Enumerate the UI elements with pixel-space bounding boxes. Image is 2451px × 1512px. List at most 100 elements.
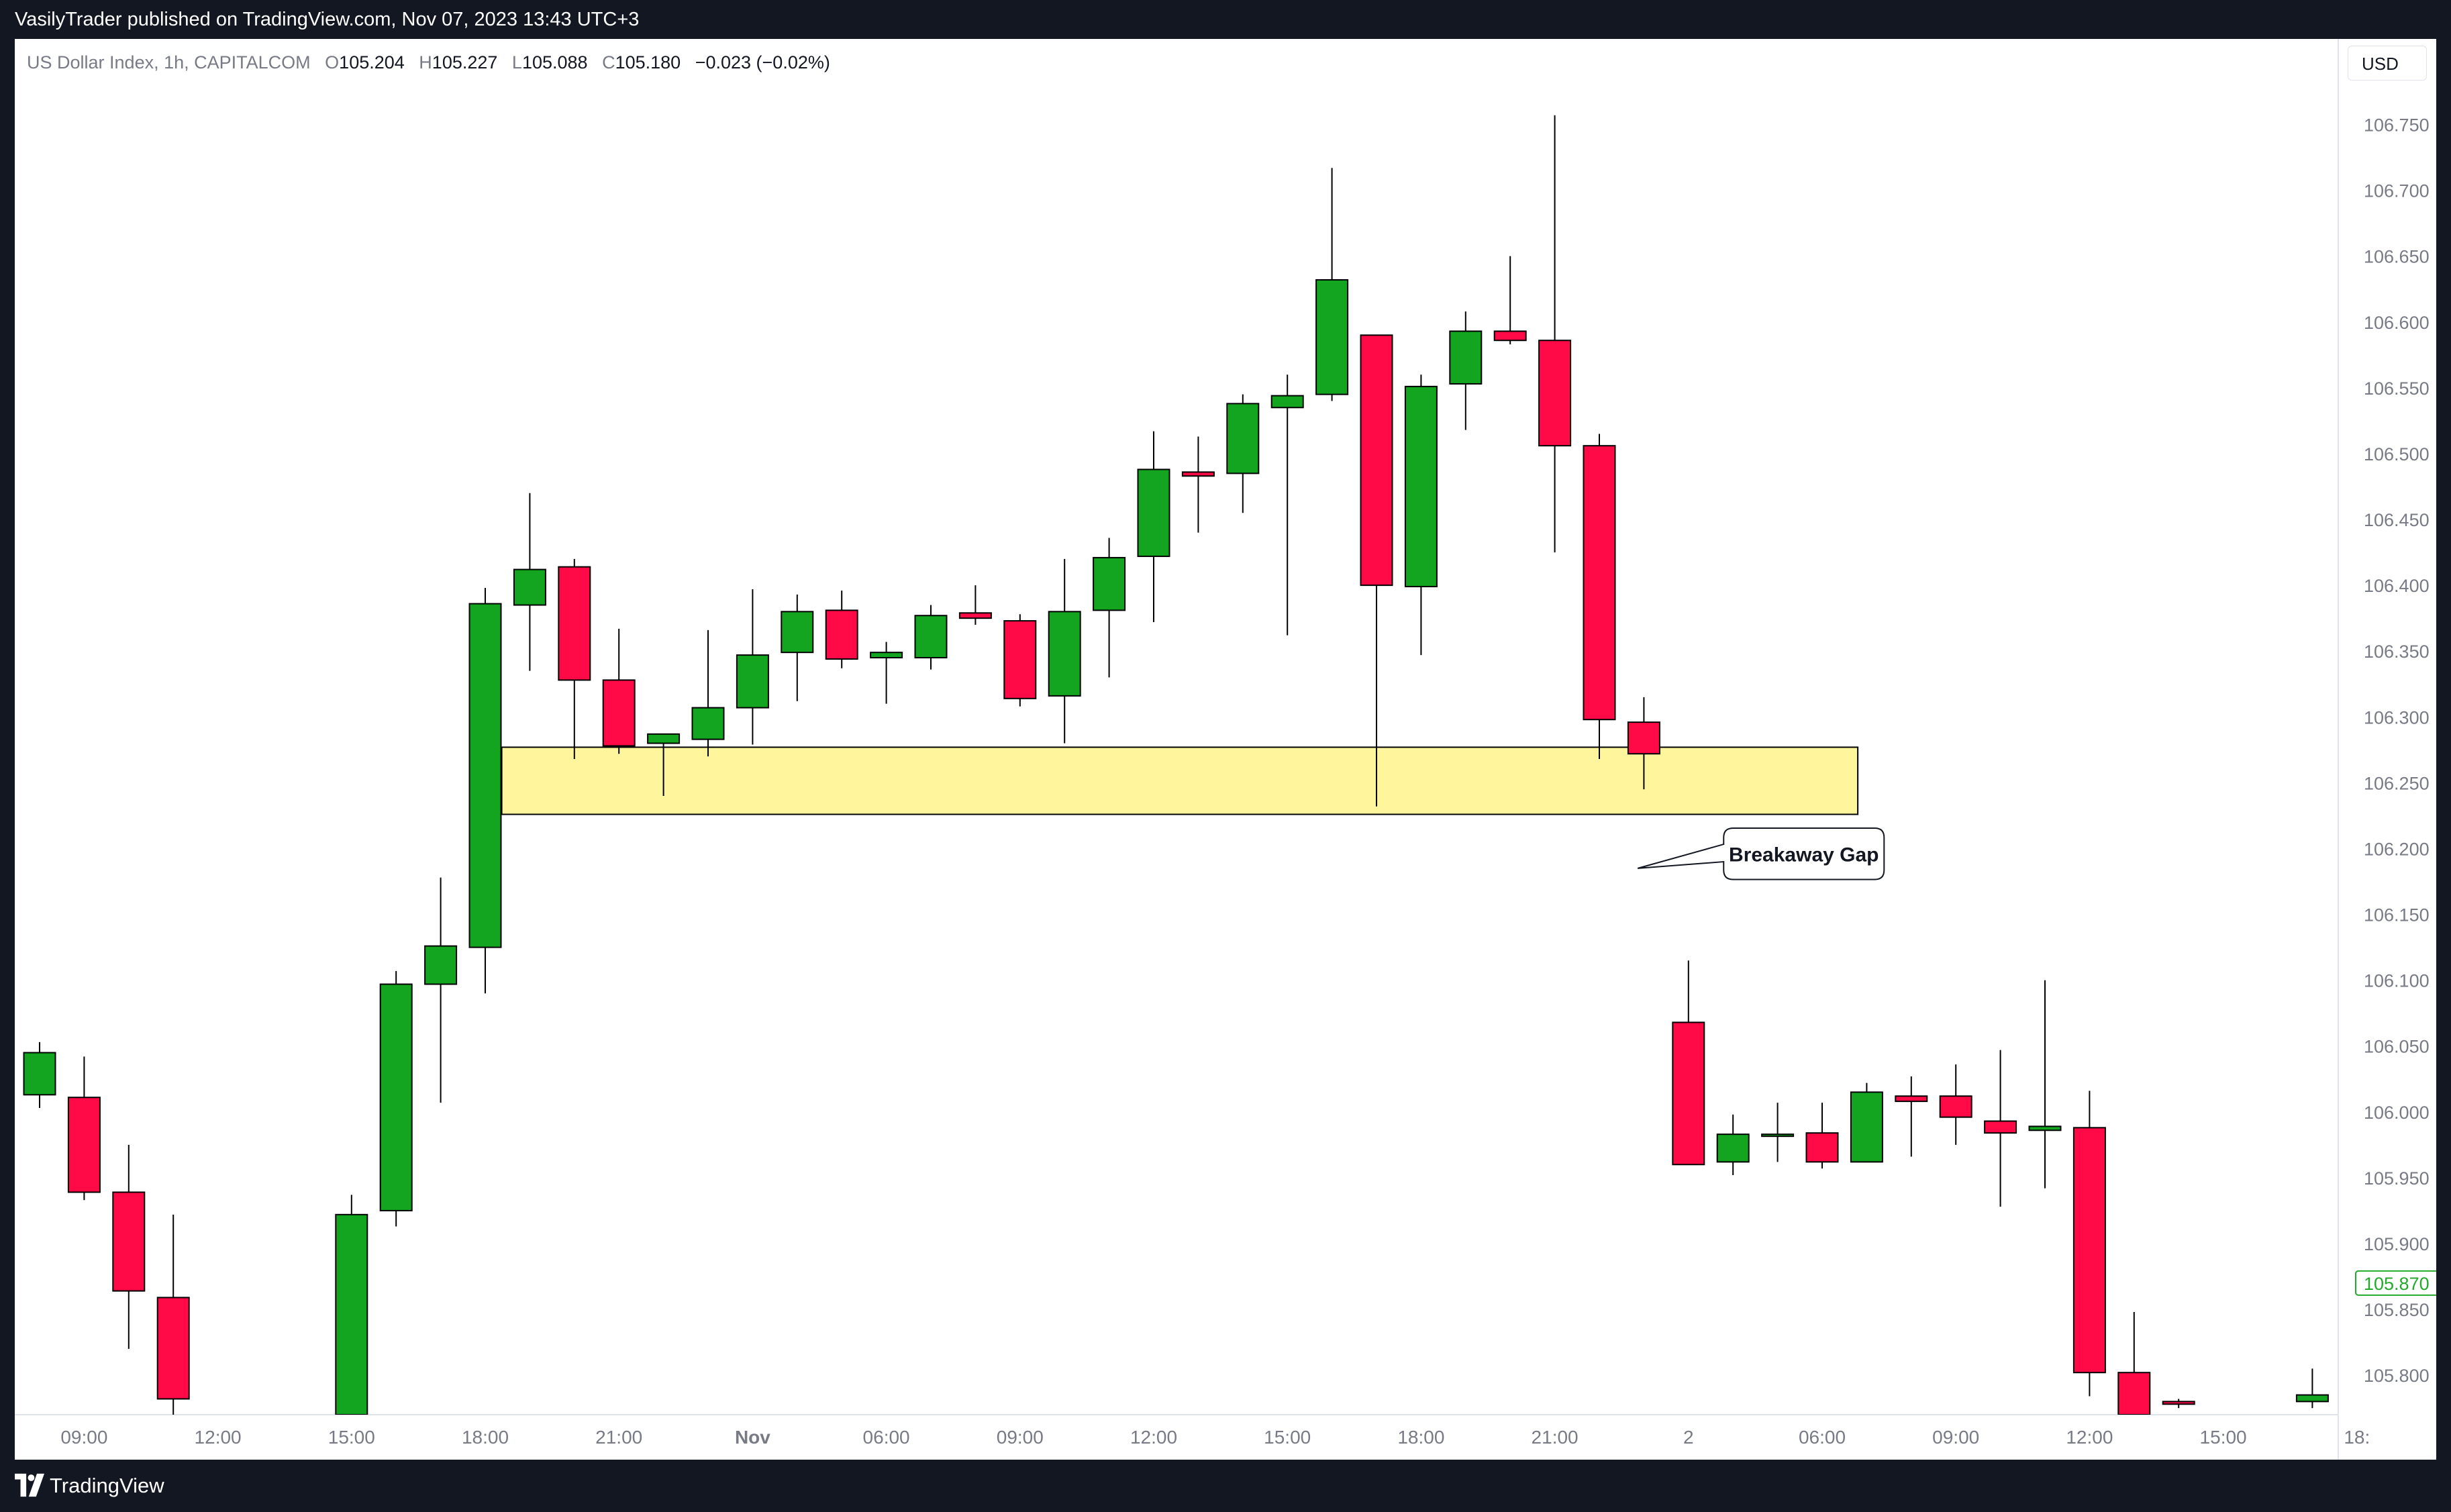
time-tick-label: 2 [1683, 1427, 1694, 1448]
candle-body[interactable] [1137, 468, 1170, 557]
time-tick-label: 15:00 [1264, 1427, 1311, 1448]
candle-body[interactable] [112, 1191, 146, 1292]
legend-low-value: 105.088 [521, 52, 588, 72]
breakaway-gap-callout[interactable] [1637, 827, 1885, 880]
candle-body[interactable] [1226, 403, 1260, 474]
candle-body[interactable] [1805, 1132, 1839, 1163]
legend-high-key: H [419, 52, 432, 72]
candle-body[interactable] [1360, 334, 1393, 587]
time-tick-label: 06:00 [1799, 1427, 1846, 1448]
legend-open-key: O [325, 52, 340, 72]
candle-body[interactable] [468, 603, 502, 948]
time-tick-label: 09:00 [1932, 1427, 1979, 1448]
time-tick-label: 18: [2344, 1427, 2370, 1448]
breakaway-gap-label: Breakaway Gap [1729, 844, 1879, 866]
candle-body[interactable] [156, 1297, 190, 1400]
legend-low-key: L [511, 52, 522, 72]
candle-body[interactable] [1850, 1091, 1883, 1163]
candle-body[interactable] [602, 679, 636, 747]
candle-body[interactable] [1716, 1133, 1750, 1163]
published-header: VasilyTrader published on TradingView.co… [0, 0, 2451, 39]
candle-body[interactable] [424, 945, 458, 985]
price-tick-label: 106.550 [2364, 379, 2430, 399]
legend-change-value: −0.023 (−0.02%) [695, 52, 830, 72]
legend-close-key: C [602, 52, 615, 72]
candle-body[interactable] [736, 654, 769, 709]
time-tick-label: 09:00 [997, 1427, 1044, 1448]
price-tick-label: 106.600 [2364, 313, 2430, 333]
candle-body[interactable] [1672, 1021, 1705, 1166]
price-tick-label: 106.250 [2364, 773, 2430, 793]
plot-area[interactable]: Breakaway Gap [23, 115, 2373, 1415]
candle-body[interactable] [67, 1097, 101, 1193]
candle-body[interactable] [825, 609, 858, 660]
price-tick-label: 106.150 [2364, 905, 2430, 925]
symbol-legend: US Dollar Index, 1h, CAPITALCOM O105.204… [27, 52, 830, 73]
candle-body[interactable] [1093, 556, 1126, 611]
candle-body[interactable] [1895, 1095, 1928, 1103]
price-tick-label: 105.950 [2364, 1168, 2430, 1189]
tradingview-logo-icon [15, 1473, 44, 1497]
candle-body[interactable] [1003, 620, 1037, 699]
candle-body[interactable] [1984, 1120, 2017, 1134]
currency-button[interactable]: USD [2348, 46, 2427, 81]
price-tick-label: 105.800 [2364, 1366, 2430, 1386]
time-tick-label: 21:00 [1532, 1427, 1579, 1448]
candle-body[interactable] [1048, 611, 1081, 697]
time-tick-label: 12:00 [195, 1427, 242, 1448]
candle-body[interactable] [513, 568, 546, 606]
time-tick-label: 21:00 [595, 1427, 642, 1448]
price-tick-label: 106.400 [2364, 576, 2430, 596]
price-tick-label: 105.900 [2364, 1234, 2430, 1254]
support-zone-rectangle[interactable] [501, 746, 1859, 815]
candle-body[interactable] [1270, 395, 1304, 409]
price-tick-label: 106.200 [2364, 839, 2430, 859]
chart-panel[interactable]: 106.750 106.700 106.650 106.600 106.550 106.5… [15, 39, 2436, 1460]
price-tick-label: 106.000 [2364, 1103, 2430, 1123]
candle-body[interactable] [1761, 1133, 1795, 1138]
candle-body[interactable] [1538, 340, 1572, 447]
candle-body[interactable] [1493, 330, 1527, 342]
price-tick-label: 106.100 [2364, 971, 2430, 991]
candle-body[interactable] [335, 1213, 368, 1415]
time-tick-label: 18:00 [462, 1427, 509, 1448]
candle-body[interactable] [2028, 1125, 2062, 1131]
candle-body[interactable] [2072, 1127, 2106, 1374]
candle-body[interactable] [2117, 1372, 2151, 1415]
candle-body[interactable] [781, 611, 814, 654]
candle-body[interactable] [1181, 471, 1215, 477]
last-price-badge [2355, 1270, 2436, 1296]
time-tick-label: 12:00 [1130, 1427, 1177, 1448]
time-tick-label: Nov [735, 1427, 770, 1448]
candle-body[interactable] [2295, 1394, 2329, 1403]
price-tick-label: 106.300 [2364, 707, 2430, 727]
legend-symbol[interactable]: US Dollar Index, 1h, CAPITALCOM [27, 52, 311, 72]
footer-bar: TradingView [0, 1460, 2451, 1512]
candle-body[interactable] [1404, 385, 1438, 588]
candle-body[interactable] [1449, 330, 1483, 385]
candle-body[interactable] [958, 612, 992, 619]
last-price-label: 105.870 [2364, 1274, 2430, 1294]
candle-body[interactable] [914, 615, 948, 659]
candle-body[interactable] [1627, 721, 1660, 755]
time-tick-label: 12:00 [2066, 1427, 2113, 1448]
candle-body[interactable] [1583, 445, 1616, 721]
candle-body[interactable] [379, 983, 413, 1211]
price-tick-label: 106.650 [2364, 247, 2430, 267]
candle-body[interactable] [558, 566, 591, 681]
legend-close-value: 105.180 [615, 52, 681, 72]
candle-body[interactable] [23, 1052, 56, 1096]
candle-body[interactable] [691, 707, 725, 740]
candle-body[interactable] [1315, 279, 1349, 395]
tradingview-brand: TradingView [50, 1474, 164, 1497]
candle-body[interactable] [1939, 1095, 1972, 1118]
candle-body[interactable] [647, 733, 681, 744]
price-tick-label: 106.750 [2364, 115, 2430, 136]
price-tick-label: 106.050 [2364, 1037, 2430, 1057]
time-tick-label: 15:00 [2200, 1427, 2247, 1448]
candlestick-chart[interactable]: 106.750 106.700 106.650 106.600 106.550 106.5… [15, 39, 2436, 1460]
time-tick-label: 15:00 [328, 1427, 375, 1448]
candle-body[interactable] [870, 652, 903, 659]
price-tick-label: 106.700 [2364, 181, 2430, 201]
candle-body[interactable] [2162, 1401, 2195, 1405]
